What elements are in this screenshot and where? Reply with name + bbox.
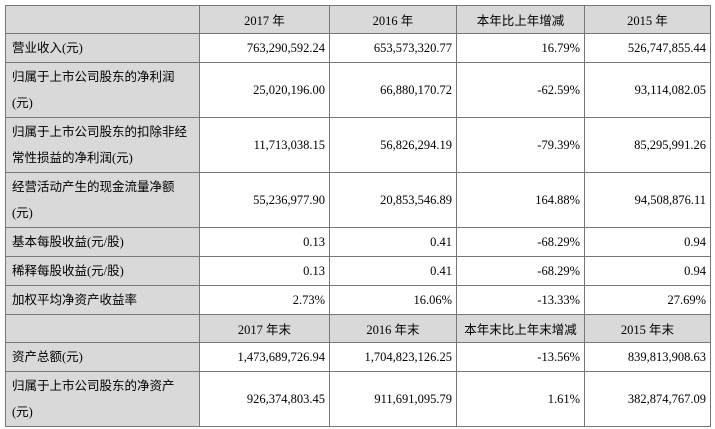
value-change: -68.29% bbox=[456, 227, 585, 257]
table-row-basic-eps: 基本每股收益(元/股) 0.13 0.41 -68.29% 0.94 bbox=[5, 227, 711, 257]
table-row-operating-cash-flow: 经营活动产生的现金流量净额(元) 55,236,977.90 20,853,54… bbox=[5, 172, 711, 228]
value-change: 164.88% bbox=[456, 172, 585, 228]
table-row-total-assets: 资产总额(元) 1,473,689,726.94 1,704,823,126.2… bbox=[5, 342, 711, 372]
header-row-annual: 2017 年 2016 年 本年比上年增减 2015 年 bbox=[5, 5, 711, 34]
row-label: 基本每股收益(元/股) bbox=[5, 227, 200, 257]
value-2016: 653,573,320.77 bbox=[329, 33, 457, 63]
col-header-2016: 2016 年 bbox=[329, 5, 457, 34]
row-label: 营业收入(元) bbox=[5, 33, 200, 63]
financial-summary-table: 2017 年 2016 年 本年比上年增减 2015 年 营业收入(元) 763… bbox=[5, 5, 711, 427]
value-2015: 526,747,855.44 bbox=[584, 33, 711, 63]
corner-cell bbox=[5, 314, 200, 343]
row-label: 归属于上市公司股东的净利润(元) bbox=[5, 62, 200, 118]
value-change: -13.33% bbox=[456, 285, 585, 315]
row-label: 稀释每股收益(元/股) bbox=[5, 256, 200, 286]
col-header-2015: 2015 年 bbox=[584, 5, 711, 34]
row-label: 加权平均净资产收益率 bbox=[5, 285, 200, 315]
table-row-diluted-eps: 稀释每股收益(元/股) 0.13 0.41 -68.29% 0.94 bbox=[5, 256, 711, 286]
col-header-yoy-change: 本年比上年增减 bbox=[456, 5, 585, 34]
value-2016: 66,880,170.72 bbox=[329, 62, 457, 118]
table-row-operating-revenue: 营业收入(元) 763,290,592.24 653,573,320.77 16… bbox=[5, 33, 711, 63]
value-2015: 93,114,082.05 bbox=[584, 62, 711, 118]
value-2015: 85,295,991.26 bbox=[584, 117, 711, 173]
value-change: -62.59% bbox=[456, 62, 585, 118]
row-label: 归属于上市公司股东的扣除非经常性损益的净利润(元) bbox=[5, 117, 200, 173]
value-2016: 0.41 bbox=[329, 227, 457, 257]
value-2016: 911,691,095.79 bbox=[329, 371, 457, 427]
value-2017: 0.13 bbox=[199, 256, 330, 286]
header-row-year-end: 2017 年末 2016 年末 本年末比上年末增减 2015 年末 bbox=[5, 314, 711, 343]
corner-cell bbox=[5, 5, 200, 34]
value-2017: 0.13 bbox=[199, 227, 330, 257]
value-2017: 11,713,038.15 bbox=[199, 117, 330, 173]
table-row-net-profit: 归属于上市公司股东的净利润(元) 25,020,196.00 66,880,17… bbox=[5, 62, 711, 118]
col-header-2017-end: 2017 年末 bbox=[199, 314, 330, 343]
table-row-net-assets: 归属于上市公司股东的净资产(元) 926,374,803.45 911,691,… bbox=[5, 371, 711, 427]
table-row-weighted-avg-roe: 加权平均净资产收益率 2.73% 16.06% -13.33% 27.69% bbox=[5, 285, 711, 315]
value-2017: 25,020,196.00 bbox=[199, 62, 330, 118]
row-label: 经营活动产生的现金流量净额(元) bbox=[5, 172, 200, 228]
value-change: 16.79% bbox=[456, 33, 585, 63]
col-header-2016-end: 2016 年末 bbox=[329, 314, 457, 343]
value-2015: 94,508,876.11 bbox=[584, 172, 711, 228]
value-2016: 1,704,823,126.25 bbox=[329, 342, 457, 372]
value-2015: 27.69% bbox=[584, 285, 711, 315]
value-2017: 2.73% bbox=[199, 285, 330, 315]
value-2016: 56,826,294.19 bbox=[329, 117, 457, 173]
value-change: 1.61% bbox=[456, 371, 585, 427]
value-2015: 0.94 bbox=[584, 256, 711, 286]
value-2016: 16.06% bbox=[329, 285, 457, 315]
table-row-net-profit-excl-nonrecurring: 归属于上市公司股东的扣除非经常性损益的净利润(元) 11,713,038.15 … bbox=[5, 117, 711, 173]
col-header-2015-end: 2015 年末 bbox=[584, 314, 711, 343]
value-2017: 926,374,803.45 bbox=[199, 371, 330, 427]
col-header-2017: 2017 年 bbox=[199, 5, 330, 34]
row-label: 归属于上市公司股东的净资产(元) bbox=[5, 371, 200, 427]
value-2017: 1,473,689,726.94 bbox=[199, 342, 330, 372]
value-2017: 763,290,592.24 bbox=[199, 33, 330, 63]
value-change: -13.56% bbox=[456, 342, 585, 372]
value-2015: 382,874,767.09 bbox=[584, 371, 711, 427]
col-header-yearend-change: 本年末比上年末增减 bbox=[456, 314, 585, 343]
value-2015: 839,813,908.63 bbox=[584, 342, 711, 372]
value-change: -79.39% bbox=[456, 117, 585, 173]
row-label: 资产总额(元) bbox=[5, 342, 200, 372]
value-change: -68.29% bbox=[456, 256, 585, 286]
value-2016: 20,853,546.89 bbox=[329, 172, 457, 228]
value-2015: 0.94 bbox=[584, 227, 711, 257]
value-2017: 55,236,977.90 bbox=[199, 172, 330, 228]
value-2016: 0.41 bbox=[329, 256, 457, 286]
